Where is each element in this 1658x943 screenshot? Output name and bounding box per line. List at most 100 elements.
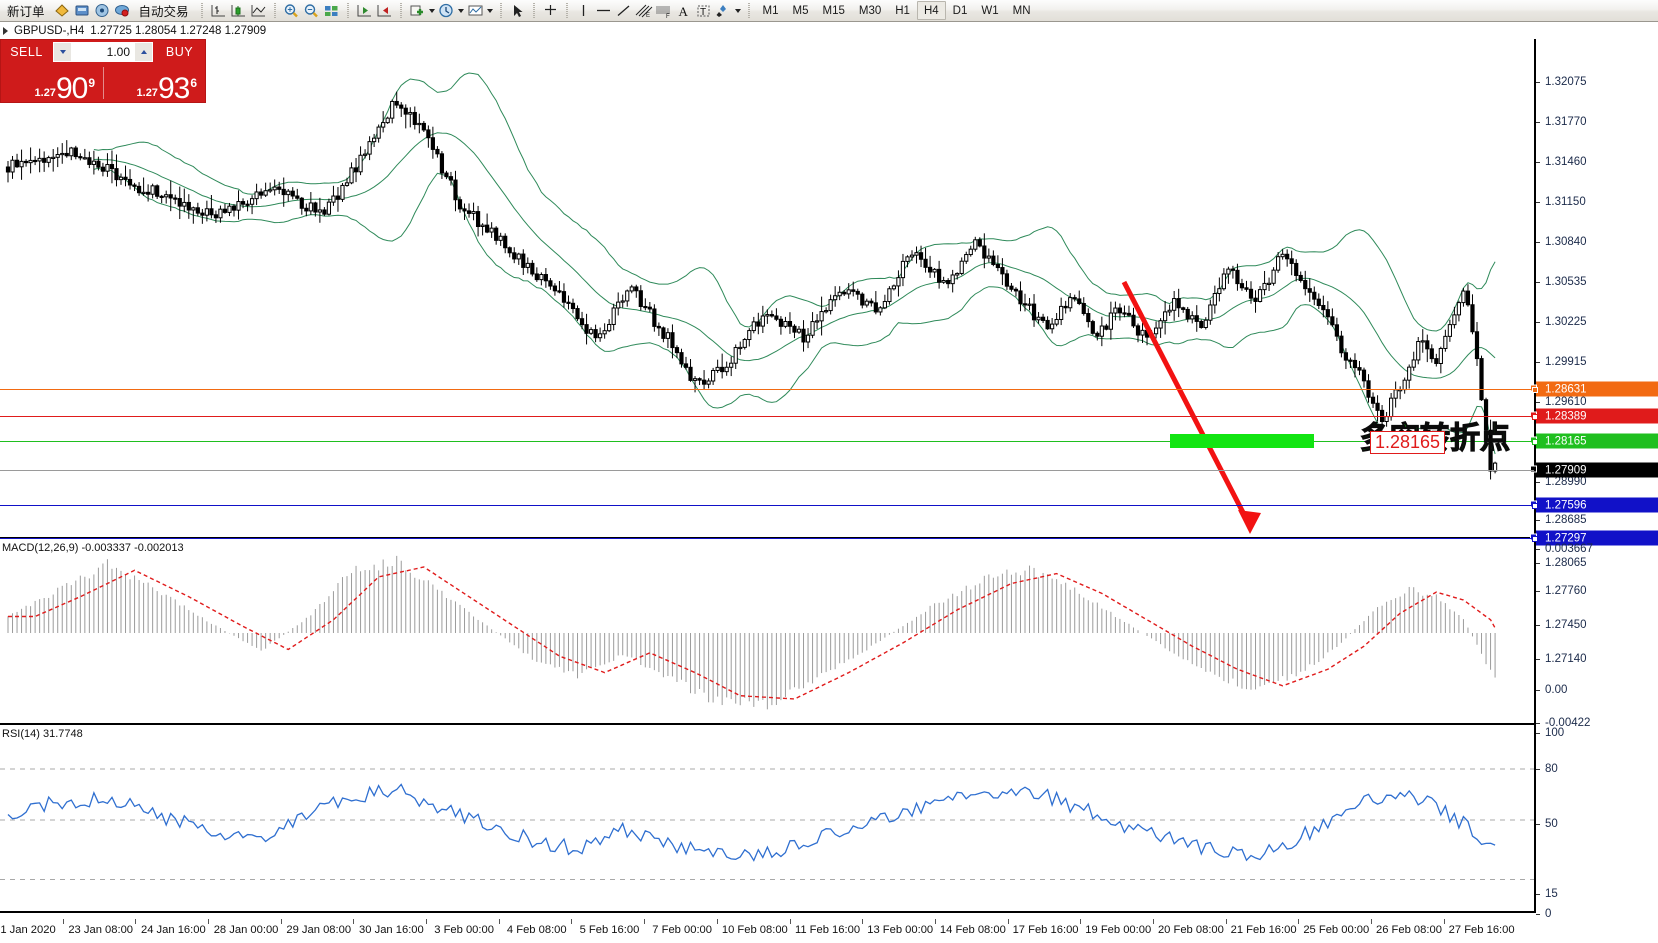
timeframe-button-m30[interactable]: M30 bbox=[858, 4, 882, 17]
lot-size-stepper[interactable]: 1.00 bbox=[53, 42, 153, 62]
candlestick bbox=[1022, 293, 1028, 312]
lot-decrease-button[interactable] bbox=[54, 43, 71, 61]
time-tick bbox=[934, 919, 936, 924]
bar-chart-icon[interactable] bbox=[209, 2, 229, 20]
candlestick bbox=[444, 170, 449, 180]
price-pane[interactable]: 多空转折点 1.28165 bbox=[0, 39, 1538, 542]
svg-text:A: A bbox=[679, 4, 689, 19]
price-tag-green-level[interactable]: 1.28165 bbox=[1530, 433, 1658, 449]
chevron-down-icon[interactable] bbox=[457, 2, 466, 20]
candlestick bbox=[1407, 364, 1412, 389]
buy-price-quote[interactable]: 1.27 93 6 bbox=[103, 64, 205, 104]
zoom-in-icon[interactable] bbox=[282, 2, 302, 20]
lot-size-value[interactable]: 1.00 bbox=[71, 43, 135, 61]
templates-icon[interactable] bbox=[466, 2, 486, 20]
rsi-pane[interactable]: RSI(14) 31.7748 bbox=[0, 727, 1534, 913]
level-line-green[interactable] bbox=[0, 439, 1538, 445]
cursor-icon[interactable] bbox=[508, 2, 528, 20]
signals-icon[interactable] bbox=[92, 2, 112, 20]
candlestick bbox=[1325, 301, 1330, 325]
price-tag-red-level[interactable]: 1.28389 bbox=[1530, 408, 1658, 424]
lot-increase-button[interactable] bbox=[135, 43, 152, 61]
expert-advisor-icon[interactable] bbox=[72, 2, 92, 20]
new-order-button[interactable]: 新订单 bbox=[0, 1, 52, 21]
candlestick bbox=[317, 197, 322, 223]
candlestick bbox=[674, 345, 680, 359]
candlestick bbox=[932, 268, 937, 278]
trendline-arrow[interactable] bbox=[1121, 280, 1261, 534]
timeframe-button-m15[interactable]: M15 bbox=[822, 4, 845, 17]
time-tick-label: 7 Feb 00:00 bbox=[652, 924, 712, 936]
equidistant-channel-icon[interactable]: E bbox=[634, 2, 654, 20]
timeframe-button-h1[interactable]: H1 bbox=[895, 4, 910, 17]
candlestick-chart-icon[interactable] bbox=[229, 2, 249, 20]
text-label-icon[interactable]: T bbox=[694, 2, 714, 20]
line-chart-icon[interactable] bbox=[249, 2, 269, 20]
timeframe-button-d1[interactable]: D1 bbox=[952, 4, 968, 17]
price-tag-blue-level[interactable]: 1.27596 bbox=[1530, 497, 1658, 513]
macd-tick-label: 0.00 bbox=[1536, 684, 1567, 696]
tile-windows-icon[interactable] bbox=[322, 2, 342, 20]
indicators-icon[interactable] bbox=[408, 2, 428, 20]
candlestick bbox=[295, 188, 300, 200]
candlestick bbox=[462, 203, 467, 220]
time-tick bbox=[571, 919, 573, 924]
algotrading-icon[interactable] bbox=[112, 2, 132, 20]
level-line-blue-2[interactable] bbox=[0, 536, 1538, 542]
hand-order-icon[interactable] bbox=[52, 2, 72, 20]
candlestick bbox=[109, 150, 115, 184]
sell-price-quote[interactable]: 1.27 90 9 bbox=[1, 64, 103, 104]
candlestick bbox=[236, 190, 241, 220]
green-highlight-bar[interactable] bbox=[1170, 434, 1314, 448]
trendline-icon[interactable] bbox=[614, 2, 634, 20]
timeframe-button-m1[interactable]: M1 bbox=[762, 4, 779, 17]
level-line-orange[interactable] bbox=[0, 387, 1538, 393]
horizontal-line-icon[interactable] bbox=[594, 2, 614, 20]
candlestick bbox=[1208, 299, 1213, 325]
sell-button[interactable]: SELL bbox=[10, 45, 43, 59]
zoom-out-icon[interactable] bbox=[302, 2, 322, 20]
fibonacci-icon[interactable]: F bbox=[654, 2, 674, 20]
timeframe-button-w1[interactable]: W1 bbox=[981, 4, 999, 17]
candlestick bbox=[1153, 321, 1159, 339]
candlestick bbox=[399, 102, 404, 117]
chevron-down-icon[interactable] bbox=[734, 2, 743, 20]
candlestick bbox=[1230, 265, 1236, 279]
text-icon[interactable]: A bbox=[674, 2, 694, 20]
price-scale[interactable]: 1.32075 1.31770 1.31460 1.31150 1.30840 1.305… bbox=[1530, 39, 1658, 920]
level-line-blue-1[interactable] bbox=[0, 503, 1538, 509]
candlestick bbox=[995, 255, 1000, 272]
crosshair-icon[interactable] bbox=[541, 2, 561, 20]
candlestick bbox=[539, 272, 544, 286]
price-box-annotation[interactable]: 1.28165 bbox=[1370, 431, 1446, 454]
candlestick bbox=[146, 184, 151, 202]
candlestick bbox=[277, 181, 282, 194]
chevron-down-icon[interactable] bbox=[486, 2, 495, 20]
candlestick bbox=[227, 202, 232, 217]
autotrading-button[interactable]: 自动交易 bbox=[132, 1, 196, 21]
scroll-to-start-icon[interactable] bbox=[355, 2, 375, 20]
candlestick bbox=[647, 302, 652, 313]
price-tag-last-price[interactable]: 1.27909 bbox=[1530, 462, 1658, 478]
price-tag-orange-level[interactable]: 1.28631 bbox=[1530, 381, 1658, 397]
candlestick bbox=[503, 233, 508, 254]
chevron-down-icon[interactable] bbox=[428, 2, 437, 20]
buy-button[interactable]: BUY bbox=[165, 45, 194, 59]
timeframe-button-h4[interactable]: H4 bbox=[916, 1, 946, 20]
shapes-icon[interactable] bbox=[714, 2, 734, 20]
timeframe-button-mn[interactable]: MN bbox=[1012, 4, 1031, 17]
level-line-red[interactable] bbox=[0, 414, 1538, 420]
svg-text:F: F bbox=[666, 14, 670, 19]
vertical-line-icon[interactable] bbox=[574, 2, 594, 20]
period-icon[interactable] bbox=[437, 2, 457, 20]
chart-collapse-icon[interactable] bbox=[3, 26, 8, 35]
sell-price-fraction: 9 bbox=[88, 76, 95, 90]
time-tick-label: 26 Feb 08:00 bbox=[1375, 924, 1442, 936]
macd-pane[interactable]: MACD(12,26,9) -0.003337 -0.002013 bbox=[0, 541, 1534, 725]
candlestick bbox=[367, 136, 372, 161]
candlestick bbox=[729, 356, 734, 377]
timeframe-button-m5[interactable]: M5 bbox=[792, 4, 809, 17]
candlestick bbox=[1018, 281, 1023, 312]
scroll-to-end-icon[interactable] bbox=[375, 2, 395, 20]
price-tick-label: 1.30840 bbox=[1536, 236, 1587, 248]
